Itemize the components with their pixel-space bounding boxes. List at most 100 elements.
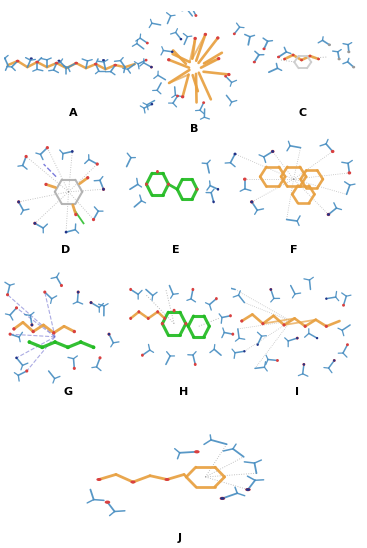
- Circle shape: [129, 288, 132, 291]
- Circle shape: [232, 333, 234, 336]
- Circle shape: [224, 75, 227, 78]
- Circle shape: [33, 222, 36, 225]
- Circle shape: [342, 304, 345, 307]
- Circle shape: [141, 353, 144, 357]
- Circle shape: [212, 201, 215, 203]
- Circle shape: [12, 327, 16, 330]
- Circle shape: [348, 172, 351, 174]
- Circle shape: [150, 66, 153, 68]
- Circle shape: [75, 62, 78, 65]
- Circle shape: [52, 331, 55, 335]
- Text: B: B: [190, 124, 199, 134]
- Circle shape: [243, 178, 247, 181]
- Circle shape: [130, 481, 135, 483]
- Circle shape: [333, 359, 335, 362]
- Circle shape: [146, 42, 149, 44]
- Circle shape: [33, 222, 36, 225]
- Circle shape: [194, 450, 200, 453]
- Circle shape: [276, 359, 279, 362]
- Circle shape: [196, 188, 199, 191]
- Circle shape: [97, 478, 102, 481]
- Circle shape: [28, 340, 31, 344]
- Circle shape: [325, 298, 327, 300]
- Circle shape: [240, 319, 243, 323]
- Circle shape: [94, 63, 98, 65]
- Circle shape: [269, 288, 272, 291]
- Circle shape: [73, 367, 76, 370]
- Circle shape: [250, 200, 254, 203]
- Circle shape: [164, 478, 170, 481]
- Circle shape: [304, 325, 307, 328]
- Circle shape: [292, 54, 295, 56]
- Circle shape: [6, 293, 9, 296]
- Circle shape: [192, 288, 194, 291]
- Circle shape: [296, 336, 299, 340]
- Circle shape: [271, 150, 275, 153]
- Circle shape: [129, 317, 132, 320]
- Circle shape: [202, 101, 205, 104]
- Circle shape: [195, 14, 197, 17]
- Circle shape: [171, 50, 174, 53]
- Circle shape: [316, 337, 318, 339]
- Circle shape: [96, 162, 99, 165]
- Circle shape: [317, 58, 320, 60]
- Circle shape: [30, 323, 33, 327]
- Circle shape: [300, 59, 303, 61]
- Circle shape: [331, 150, 334, 153]
- Circle shape: [102, 59, 105, 61]
- Circle shape: [338, 58, 341, 60]
- Circle shape: [253, 61, 256, 64]
- Circle shape: [8, 333, 12, 336]
- Circle shape: [32, 330, 35, 333]
- Circle shape: [167, 58, 171, 61]
- Text: H: H: [179, 387, 188, 397]
- Text: E: E: [172, 245, 180, 255]
- Circle shape: [44, 183, 48, 186]
- Circle shape: [179, 38, 182, 41]
- Circle shape: [138, 310, 140, 313]
- Circle shape: [147, 317, 150, 320]
- Circle shape: [347, 50, 350, 53]
- Circle shape: [15, 306, 18, 310]
- Circle shape: [217, 57, 220, 60]
- Circle shape: [325, 325, 328, 328]
- Circle shape: [172, 309, 176, 312]
- Circle shape: [346, 343, 349, 346]
- Circle shape: [15, 357, 18, 359]
- Circle shape: [270, 288, 272, 290]
- Circle shape: [105, 500, 110, 504]
- Text: A: A: [69, 108, 78, 118]
- Circle shape: [327, 213, 330, 216]
- Text: C: C: [299, 108, 307, 118]
- Circle shape: [302, 363, 305, 366]
- Text: I: I: [295, 387, 299, 397]
- Circle shape: [193, 37, 197, 40]
- Circle shape: [74, 213, 77, 216]
- Circle shape: [220, 497, 225, 500]
- Circle shape: [40, 345, 44, 349]
- Circle shape: [92, 345, 95, 349]
- Circle shape: [233, 32, 236, 35]
- Circle shape: [277, 56, 280, 58]
- Circle shape: [246, 488, 250, 491]
- Circle shape: [30, 58, 33, 60]
- Circle shape: [184, 322, 188, 326]
- Circle shape: [352, 66, 355, 68]
- Circle shape: [296, 337, 298, 339]
- Circle shape: [98, 356, 102, 359]
- Circle shape: [333, 359, 336, 362]
- Circle shape: [233, 152, 237, 156]
- Circle shape: [156, 310, 159, 313]
- Circle shape: [79, 340, 83, 344]
- Circle shape: [35, 61, 39, 64]
- Circle shape: [102, 188, 105, 191]
- Circle shape: [156, 170, 159, 173]
- Circle shape: [283, 58, 286, 60]
- Circle shape: [73, 330, 76, 333]
- Circle shape: [262, 48, 266, 50]
- Text: J: J: [178, 533, 182, 543]
- Text: F: F: [290, 245, 297, 255]
- Circle shape: [328, 43, 331, 46]
- Circle shape: [90, 301, 92, 304]
- Circle shape: [217, 188, 219, 191]
